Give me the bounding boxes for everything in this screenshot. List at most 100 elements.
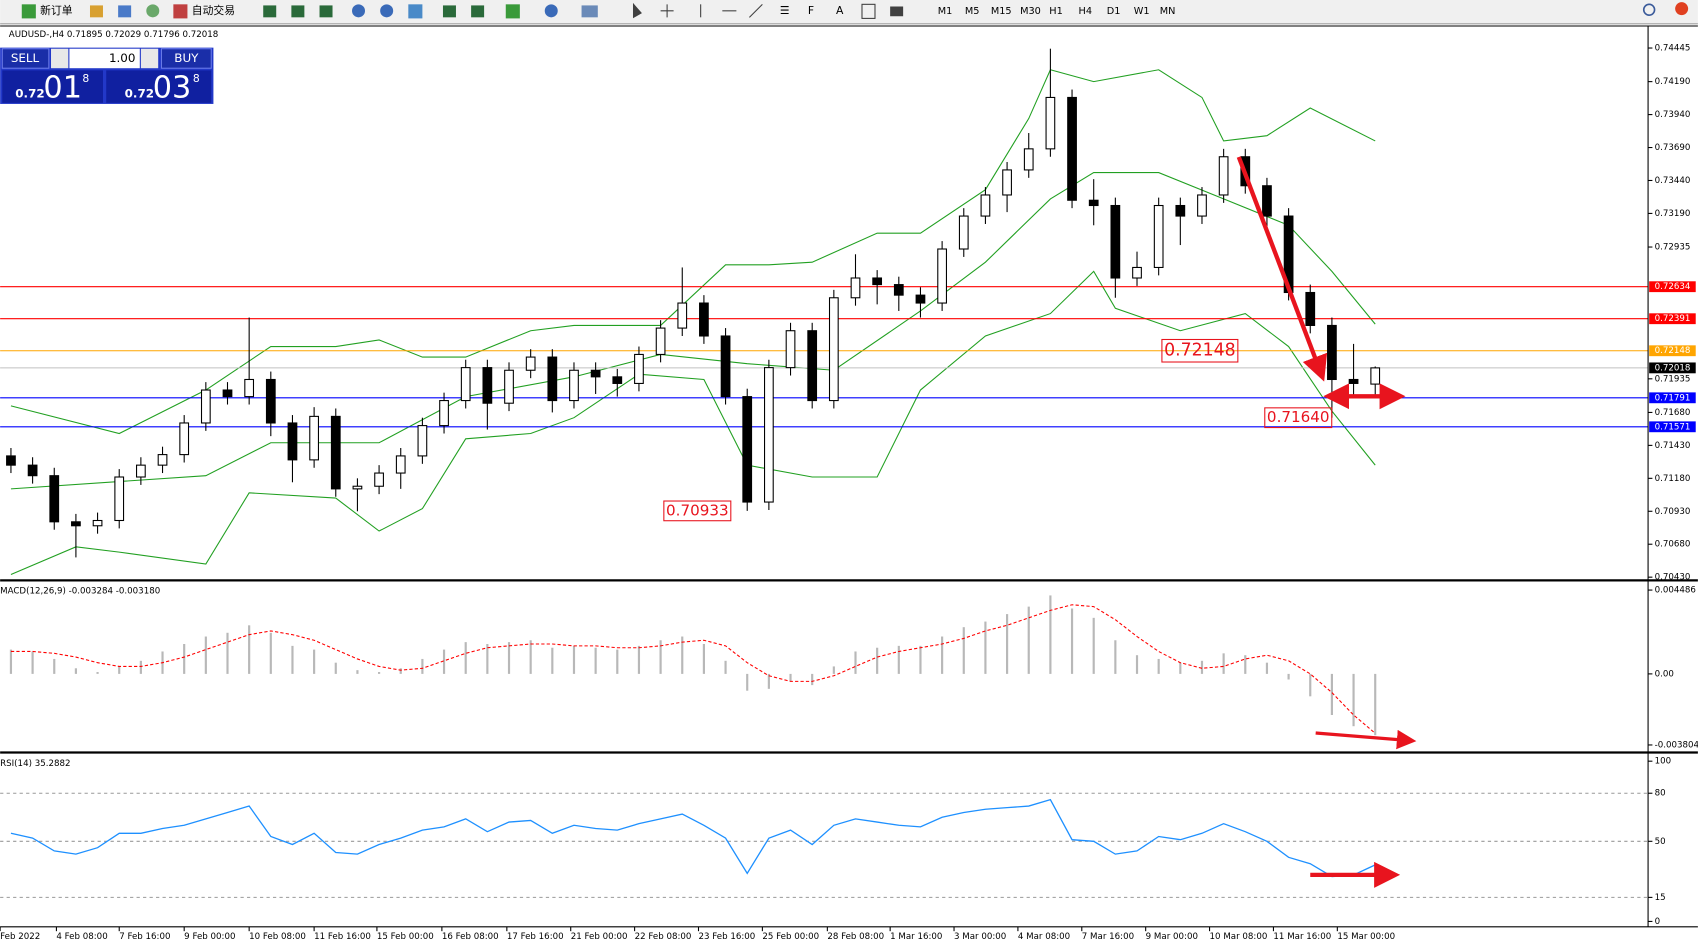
plot-layer: AUDUSD-,H4 0.71895 0.72029 0.71796 0.720… [0, 30, 1698, 942]
x-tick-label: 11 Feb 16:00 [314, 932, 371, 942]
timeframe-button[interactable]: W1 [1134, 6, 1150, 17]
panel-borders [0, 25, 1698, 928]
drawing-tools[interactable] [632, 2, 763, 19]
tool-glyph[interactable]: A [836, 4, 844, 17]
price-level-label: 0.72148 [1655, 346, 1691, 356]
candle-body [1132, 266, 1142, 279]
tool-icon[interactable] [890, 6, 904, 17]
ask-point: 8 [193, 72, 200, 85]
lot-field[interactable] [69, 48, 140, 69]
lot-value: 1.00 [109, 51, 136, 65]
macd-bar [681, 636, 684, 674]
macd-bar [1244, 655, 1247, 674]
price-level-label: 0.71571 [1655, 422, 1691, 432]
search-icon[interactable] [1642, 3, 1656, 16]
x-tick-label: 22 Feb 08:00 [635, 932, 692, 942]
candle-body [1002, 169, 1012, 196]
macd-bar [139, 660, 142, 674]
timeframe-button[interactable]: H1 [1049, 6, 1063, 17]
macd-bar [226, 632, 229, 674]
buy-button[interactable] [160, 48, 212, 69]
lot-down[interactable] [51, 48, 69, 69]
macd-bar [1265, 662, 1269, 674]
y-tick-label: 0.71935 [1655, 374, 1691, 384]
macd-bar [53, 658, 56, 674]
y-tick-label: 0.73440 [1655, 176, 1691, 186]
macd-bar [1374, 673, 1377, 736]
x-tick-label: 25 Feb 00:00 [762, 932, 819, 942]
candle-body [720, 335, 731, 398]
tool-icon[interactable] [146, 4, 160, 18]
candle-body [634, 353, 644, 384]
tool-glyph[interactable]: ☰ [780, 4, 790, 17]
new-order-icon[interactable] [21, 4, 36, 19]
bollinger-band [10, 172, 1376, 490]
macd-bar [962, 627, 965, 674]
sell-button[interactable] [1, 48, 50, 69]
y-tick-label: 0.73190 [1655, 209, 1691, 219]
lot-up[interactable] [140, 48, 159, 69]
macd-bar [529, 640, 532, 674]
y-tick-label: 0.70680 [1655, 540, 1691, 550]
candle-body [157, 454, 168, 466]
y-tick-label: 100 [1655, 757, 1672, 767]
candle-body [6, 455, 16, 466]
candle-body [439, 400, 449, 427]
timeframe-button[interactable]: M1 [938, 6, 953, 17]
auto-trading-icon[interactable] [173, 4, 188, 19]
macd-bar [854, 651, 857, 674]
macd-bar [572, 645, 576, 674]
y-tick-label: 0 [1655, 917, 1661, 927]
y-tick-label: 0.74190 [1655, 77, 1691, 87]
bollinger-band [10, 69, 1376, 435]
candle-body [1218, 156, 1229, 196]
tool-icon[interactable] [118, 5, 132, 18]
candle-body [1110, 204, 1121, 279]
candle-body [569, 369, 579, 402]
candle-body [136, 464, 146, 478]
candle-body [374, 472, 384, 487]
buy-label: BUY [174, 51, 199, 65]
bid-point: 8 [82, 72, 89, 85]
price-level-tag [1649, 421, 1696, 433]
x-tick-label: 11 Mar 16:00 [1273, 932, 1331, 942]
bid-pips: 01 [43, 70, 82, 105]
tool-glyph[interactable]: F [808, 4, 814, 17]
price-level-tag [1649, 345, 1696, 357]
bid-box[interactable] [2, 70, 103, 103]
macd-bar [832, 666, 835, 674]
candle-body [460, 367, 471, 402]
timeframe-button[interactable]: H4 [1079, 6, 1093, 17]
candle-body [114, 476, 125, 522]
candle-body [1023, 148, 1034, 171]
candle-body [764, 367, 774, 503]
candle-body [742, 396, 753, 503]
timeframe-button[interactable]: M15 [991, 6, 1012, 17]
auto-trading-button[interactable]: 自动交易 [192, 3, 235, 17]
toolbar-bg [0, 0, 1698, 24]
candle-body [525, 356, 536, 371]
tool-icon[interactable] [861, 3, 876, 19]
timeframe-button[interactable]: D1 [1107, 6, 1121, 17]
timeframe-button[interactable]: M30 [1020, 6, 1041, 17]
candle-body [1305, 291, 1316, 326]
tool-icons[interactable] [263, 4, 598, 19]
ask-pips: 03 [153, 70, 192, 105]
x-tick-label: 7 Feb 16:00 [119, 932, 170, 942]
macd-bar [31, 651, 34, 674]
new-order-button[interactable]: 新订单 [40, 3, 73, 17]
y-tick-label: 0.73690 [1655, 143, 1691, 153]
macd-bar [746, 673, 749, 691]
timeframe-button[interactable]: M5 [965, 6, 980, 17]
timeframe-button[interactable]: MN [1160, 6, 1176, 17]
macd-bar [334, 662, 337, 674]
ask-box[interactable] [106, 70, 212, 103]
x-tick-label: 16 Feb 08:00 [442, 932, 499, 942]
tool-icon[interactable] [89, 5, 103, 18]
price-level-tag [1649, 281, 1696, 293]
x-tick-label: 1 Mar 16:00 [890, 932, 942, 942]
price-level-label: 0.72634 [1655, 282, 1691, 292]
notification-icon[interactable] [1675, 2, 1689, 16]
macd-bar [551, 647, 554, 674]
